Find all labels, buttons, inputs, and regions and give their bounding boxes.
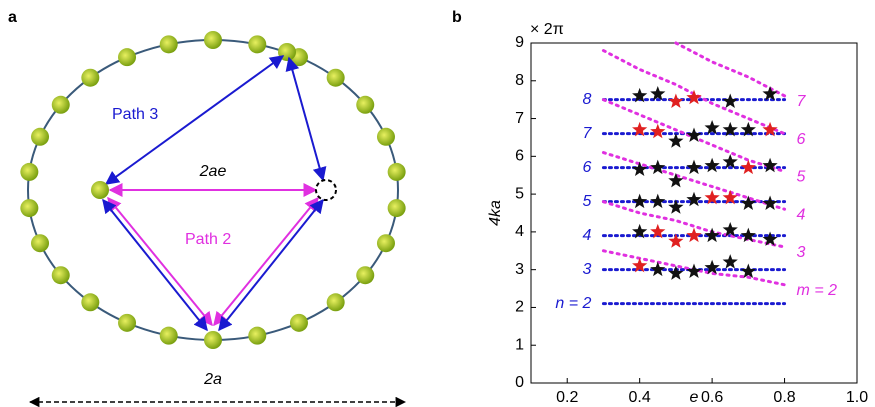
atom [52, 96, 70, 114]
star-marker [668, 133, 683, 147]
m-label: 4 [797, 206, 806, 223]
atom [91, 181, 109, 199]
vacancy [316, 180, 336, 200]
path2-arrow [214, 198, 318, 325]
star-marker [723, 94, 738, 108]
path-label: Path 3 [112, 106, 158, 123]
n-label: 3 [583, 261, 592, 278]
atom [118, 48, 136, 66]
atom [31, 234, 49, 252]
atom [327, 293, 345, 311]
x-tick-label: 1.0 [846, 389, 868, 406]
n-label: 4 [583, 227, 592, 244]
atom [377, 234, 395, 252]
y-tick-label: 6 [515, 148, 524, 165]
n-label: 8 [583, 91, 592, 108]
atom [248, 327, 266, 345]
figure: a Path 3 2ae Path 2 2a b × 2π e 4ka 0.2 0… [0, 0, 875, 407]
atom [388, 163, 406, 181]
y-unit: × 2π [530, 21, 564, 38]
atom [356, 96, 374, 114]
atom [160, 35, 178, 53]
atom [248, 35, 266, 53]
m-label: 7 [797, 93, 807, 110]
focal-label: 2ae [199, 163, 227, 180]
atom [52, 266, 70, 284]
atom [204, 31, 222, 49]
path-label: Path 2 [185, 231, 231, 248]
star-marker [632, 162, 647, 176]
atom [356, 266, 374, 284]
star-marker [686, 160, 701, 174]
atom [290, 314, 308, 332]
x-tick-label: 0.2 [556, 389, 578, 406]
star-marker [686, 264, 701, 278]
y-axis-label: 4ka [487, 200, 504, 226]
y-tick-label: 5 [515, 185, 524, 202]
path2-arrow [219, 200, 323, 330]
y-tick-label: 8 [515, 72, 524, 89]
m-label: 5 [797, 169, 806, 186]
m-label: 3 [797, 244, 806, 261]
atom [377, 128, 395, 146]
n-label: 6 [583, 159, 592, 176]
axis-label: 2a [203, 371, 222, 388]
panel-label: b [452, 9, 462, 26]
n-label: 5 [583, 193, 592, 210]
x-tick-label: 0.4 [629, 389, 651, 406]
atom [81, 69, 99, 87]
m-label: m = 2 [797, 282, 838, 299]
x-tick-label: 0.6 [701, 389, 723, 406]
atom [20, 199, 38, 217]
path2-arrow [108, 198, 212, 325]
y-tick-label: 9 [515, 34, 524, 51]
star-marker [762, 86, 777, 100]
panel-a: a Path 3 2ae Path 2 2a [8, 9, 406, 402]
star-marker [686, 192, 701, 206]
star-marker [650, 194, 665, 208]
n-label: 7 [583, 125, 593, 142]
star-marker [686, 228, 701, 242]
y-tick-label: 7 [515, 110, 524, 127]
y-tick-label: 0 [515, 374, 524, 391]
atom [81, 293, 99, 311]
x-tick-label: 0.8 [773, 389, 795, 406]
star-marker [762, 196, 777, 210]
m-curve [603, 202, 784, 247]
star-marker [632, 194, 647, 208]
atom [388, 199, 406, 217]
atom [20, 163, 38, 181]
atom [160, 327, 178, 345]
atom [327, 69, 345, 87]
panel-label: a [8, 9, 17, 26]
n-label: n = 2 [555, 295, 591, 312]
y-tick-label: 2 [515, 299, 524, 316]
path3-arrow [289, 58, 323, 180]
m-curve [676, 43, 785, 96]
star-marker [762, 158, 777, 172]
star-marker [705, 158, 720, 172]
atom [31, 128, 49, 146]
star-marker [723, 254, 738, 268]
x-axis-label: e [690, 389, 699, 406]
atom [204, 331, 222, 349]
star-marker [686, 90, 701, 104]
y-tick-label: 4 [515, 223, 524, 240]
star-marker [650, 262, 665, 276]
atom [118, 314, 136, 332]
m-label: 6 [797, 131, 806, 148]
star-marker [668, 94, 683, 108]
path2-arrow [103, 200, 207, 330]
y-tick-label: 3 [515, 261, 524, 278]
y-tick-label: 1 [515, 336, 524, 353]
